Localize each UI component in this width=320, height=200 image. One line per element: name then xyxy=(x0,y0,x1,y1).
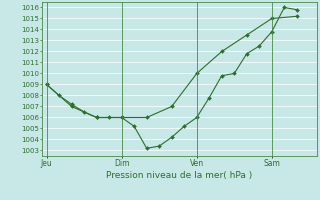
X-axis label: Pression niveau de la mer( hPa ): Pression niveau de la mer( hPa ) xyxy=(106,171,252,180)
